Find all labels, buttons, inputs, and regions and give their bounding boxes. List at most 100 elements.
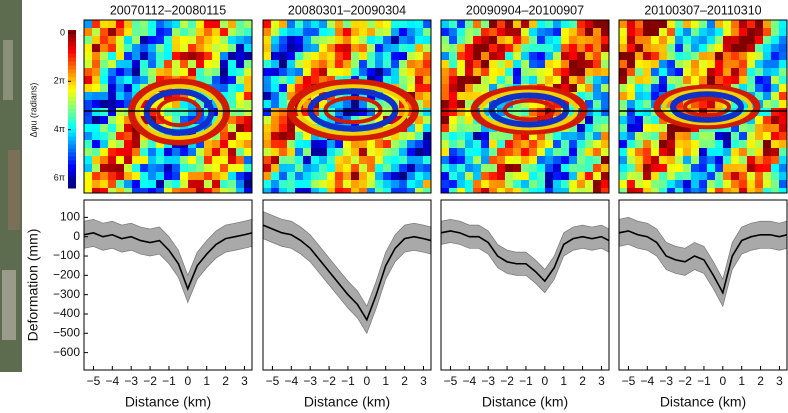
interferogram-pixel [108, 44, 116, 52]
interferogram-pixel [164, 180, 172, 188]
interferogram-pixel [156, 188, 164, 193]
interferogram-pixel [643, 60, 651, 68]
interferogram-pixel [423, 84, 431, 92]
interferogram-pixel [180, 92, 188, 100]
interferogram-pixel [561, 148, 569, 156]
interferogram-pixel [481, 76, 489, 84]
interferogram-pixel [739, 76, 747, 84]
interferogram-pixel [659, 52, 667, 60]
interferogram-pixel [627, 92, 635, 100]
interferogram-pixel [236, 44, 244, 52]
interferogram-pixel [116, 116, 124, 124]
interferogram-pixel [627, 156, 635, 164]
interferogram-pixel [116, 188, 124, 193]
interferogram-pixel [585, 76, 593, 84]
interferogram-pixel [651, 132, 659, 140]
interferogram-pixel [295, 44, 303, 52]
colorbar-segment [68, 33, 76, 39]
interferogram-pixel [635, 52, 643, 60]
interferogram-pixel [383, 20, 391, 28]
interferogram-pixel [228, 124, 236, 132]
interferogram-pixel [116, 124, 124, 132]
interferogram-pixel [188, 148, 196, 156]
interferogram-pixel [303, 156, 311, 164]
interferogram-pixel [537, 20, 545, 28]
interferogram-pixel [132, 28, 140, 36]
interferogram-pixel [449, 92, 457, 100]
interferogram-pixel [116, 148, 124, 156]
interferogram-pixel [619, 148, 627, 156]
interferogram-pixel [521, 148, 529, 156]
interferogram-pixel [593, 92, 601, 100]
interferogram-pixel [635, 188, 643, 193]
interferogram-pixel [204, 60, 212, 68]
interferogram-pixel [585, 164, 593, 172]
interferogram-pixel [771, 28, 779, 36]
interferogram-pixel [108, 28, 116, 36]
interferogram-pixel [593, 156, 601, 164]
colorbar-segment [68, 30, 76, 35]
interferogram-pixel [763, 44, 771, 52]
interferogram-pixel [585, 124, 593, 132]
interferogram-pixel [779, 148, 787, 156]
interferogram-pixel [263, 124, 271, 132]
colorbar-segment [68, 77, 76, 82]
interferogram-pixel [569, 36, 577, 44]
interferogram-pixel [755, 76, 763, 84]
interferogram-pixel [124, 52, 132, 60]
interferogram-pixel [699, 44, 707, 52]
interferogram-pixel [529, 52, 537, 60]
interferogram-pixel [327, 172, 335, 180]
interferogram-pixel [188, 20, 196, 28]
interferogram-pixel [577, 20, 585, 28]
interferogram-pixel [715, 100, 723, 108]
interferogram-pixel [343, 20, 351, 28]
interferogram-pixel [124, 84, 132, 92]
interferogram-pixel [569, 180, 577, 188]
interferogram-pixel [505, 156, 513, 164]
interferogram-pixel [643, 108, 651, 116]
interferogram-pixel [295, 84, 303, 92]
interferogram-pixel [779, 68, 787, 76]
interferogram-pixel [172, 52, 180, 60]
interferogram-pixel [164, 172, 172, 180]
deformation-fringe [661, 88, 753, 126]
interferogram-pixel [513, 164, 521, 172]
interferogram-pixel [643, 20, 651, 28]
interferogram-pixel [188, 68, 196, 76]
interferogram-pixel [311, 52, 319, 60]
interferogram-pixel [473, 124, 481, 132]
interferogram-pixel [521, 28, 529, 36]
interferogram-pixel [196, 52, 204, 60]
interferogram-pixel [287, 28, 295, 36]
interferogram-pixel [731, 124, 739, 132]
interferogram-pixel [108, 172, 116, 180]
interferogram-pixel [423, 116, 431, 124]
interferogram-pixel [635, 108, 643, 116]
interferogram-pixel [423, 148, 431, 156]
interferogram-pixel [236, 188, 244, 193]
interferogram-pixel [148, 20, 156, 28]
interferogram-pixel [675, 52, 683, 60]
interferogram-pixel [601, 140, 609, 148]
interferogram-pixel [228, 156, 236, 164]
interferogram-pixel [553, 140, 561, 148]
interferogram-pixel [481, 20, 489, 28]
interferogram-pixel [220, 148, 228, 156]
interferogram-pixel [449, 108, 457, 116]
interferogram-pixel [236, 36, 244, 44]
interferogram-pixel [763, 92, 771, 100]
interferogram-pixel [423, 156, 431, 164]
interferogram-pixel [156, 164, 164, 172]
interferogram-pixel [699, 188, 707, 193]
interferogram-pixel [561, 156, 569, 164]
interferogram-pixel [489, 52, 497, 60]
interferogram-pixel [375, 172, 383, 180]
interferogram-pixel [691, 156, 699, 164]
interferogram-pixel [627, 68, 635, 76]
profile [440, 230, 610, 283]
interferogram-pixel [619, 76, 627, 84]
interferogram-pixel [763, 188, 771, 193]
interferogram-pixel [651, 28, 659, 36]
interferogram-pixel [763, 36, 771, 44]
